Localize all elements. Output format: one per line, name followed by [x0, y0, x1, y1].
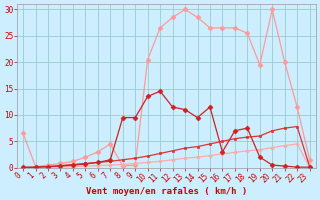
X-axis label: Vent moyen/en rafales ( km/h ): Vent moyen/en rafales ( km/h ) — [86, 187, 247, 196]
